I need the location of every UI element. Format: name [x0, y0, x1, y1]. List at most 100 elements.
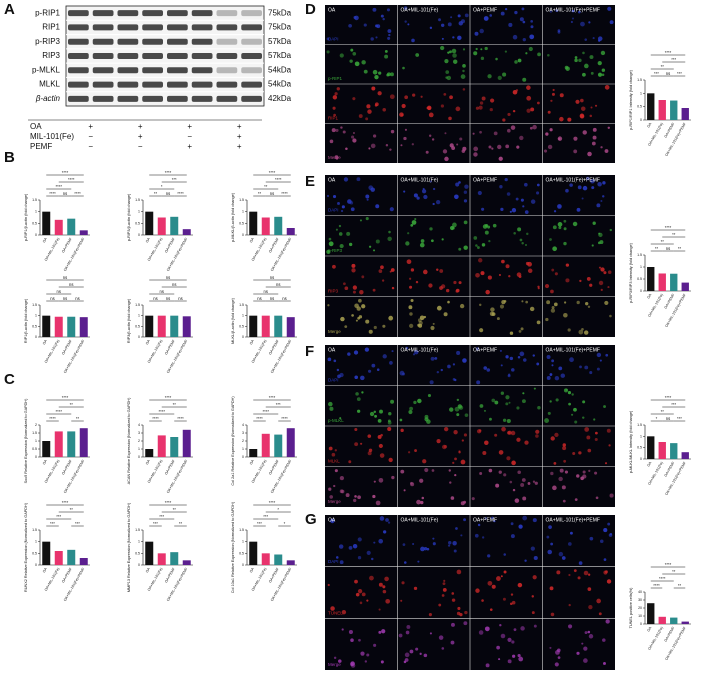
bar	[647, 93, 655, 120]
cell	[478, 258, 483, 263]
blot-band	[92, 10, 114, 17]
cell	[365, 217, 369, 221]
cell	[481, 207, 485, 211]
cell	[604, 462, 608, 465]
cell	[328, 401, 333, 407]
cell	[499, 624, 502, 627]
significance-label: *	[656, 416, 658, 421]
cell	[607, 270, 612, 274]
cell	[484, 626, 490, 632]
cell	[457, 606, 461, 610]
cell	[514, 10, 518, 15]
cell	[401, 103, 406, 109]
cell	[509, 602, 513, 606]
size-label: 75kDa	[268, 8, 292, 17]
cell	[449, 95, 453, 100]
cell	[561, 556, 566, 560]
cell	[498, 156, 503, 161]
cell	[424, 467, 429, 473]
cell	[537, 52, 541, 57]
treatment-sign: −	[187, 132, 192, 141]
cell	[444, 426, 449, 432]
cell	[498, 658, 501, 661]
cell	[533, 624, 537, 628]
cell	[431, 138, 435, 141]
significance-label: **	[661, 64, 665, 69]
blot-band	[117, 95, 139, 102]
cell	[568, 603, 571, 607]
micrograph	[470, 345, 543, 386]
panel-letter: E	[305, 173, 315, 190]
cell	[370, 187, 375, 192]
micrograph	[470, 215, 543, 256]
cell	[378, 538, 384, 544]
cell	[413, 193, 418, 198]
cell	[507, 659, 512, 664]
cell	[380, 14, 384, 18]
x-tick-label: OA	[145, 458, 151, 465]
cell	[442, 582, 446, 586]
cell	[572, 452, 576, 456]
x-tick-label: OA+PEMF	[61, 339, 73, 356]
cell	[387, 426, 392, 432]
cell	[489, 608, 493, 611]
cell	[504, 177, 508, 182]
cell	[439, 269, 444, 273]
cell	[578, 561, 583, 565]
cell	[410, 482, 415, 487]
y-tick-label: 1.5	[239, 528, 244, 532]
cell	[360, 651, 365, 656]
cell	[481, 96, 486, 101]
cell	[373, 643, 377, 647]
cell	[535, 434, 539, 438]
x-tick-label: OA	[646, 292, 652, 299]
cell	[366, 599, 369, 602]
cell	[369, 411, 375, 417]
cell	[582, 185, 588, 191]
cell	[510, 125, 516, 130]
significance-label: ns	[75, 296, 79, 301]
x-tick-label: OA	[249, 566, 255, 573]
cell	[351, 135, 355, 139]
y-tick-label: 0	[35, 563, 37, 567]
cell	[462, 358, 467, 363]
bar	[249, 449, 258, 457]
panel-letter: F	[305, 343, 314, 360]
micrograph	[397, 426, 470, 467]
significance-label: ns	[276, 282, 280, 287]
cell	[334, 92, 338, 96]
cell	[357, 537, 362, 542]
cell	[405, 241, 410, 246]
size-label: 54kDa	[268, 65, 292, 74]
cell	[361, 592, 366, 597]
cell	[426, 547, 430, 551]
blot-band	[167, 53, 188, 59]
blot-band	[241, 53, 262, 59]
y-tick-label: 0	[138, 563, 140, 567]
cell	[584, 427, 590, 432]
cell	[358, 638, 361, 642]
y-tick-label: 0.5	[135, 221, 140, 225]
cell	[489, 107, 493, 112]
cell	[563, 227, 567, 231]
cell	[400, 469, 405, 474]
bar	[261, 433, 270, 457]
cell	[420, 500, 424, 505]
cell	[473, 51, 478, 56]
cell	[479, 472, 483, 475]
cell	[329, 139, 334, 144]
significance-label: ns	[282, 296, 286, 301]
significance-label: ***	[159, 514, 164, 519]
cell	[526, 85, 531, 90]
significance-label: **	[173, 402, 177, 407]
cell	[352, 285, 357, 290]
cell	[521, 7, 525, 11]
micrograph	[397, 84, 470, 124]
size-label: 57kDa	[268, 51, 292, 60]
cell	[455, 106, 461, 112]
cell	[522, 392, 525, 395]
cell	[590, 71, 594, 75]
cell	[391, 286, 395, 290]
cell	[475, 347, 480, 351]
cell	[494, 433, 498, 437]
